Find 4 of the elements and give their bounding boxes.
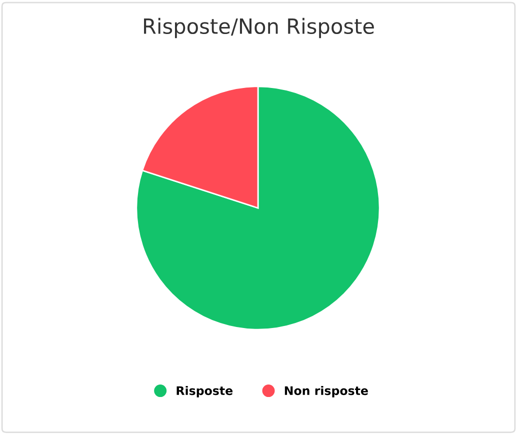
pie-slice: [136, 86, 380, 330]
chart-title: Risposte/Non Risposte: [144, 18, 374, 38]
legend-label: Non risposte: [284, 386, 368, 398]
legend-label: Risposte: [176, 386, 233, 398]
